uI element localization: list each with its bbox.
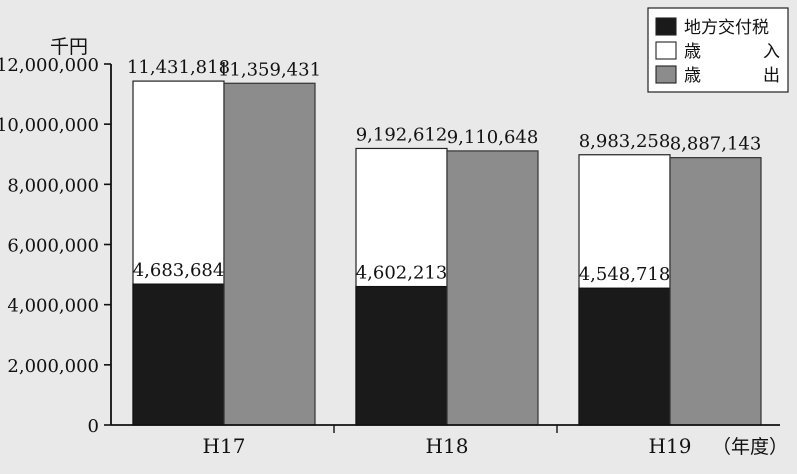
bar-local-allocation-tax: [355, 285, 448, 426]
value-label-expenditure: 11,359,431: [218, 59, 321, 80]
value-label-revenue: 9,192,612: [356, 124, 448, 145]
y-tick-label: 10,000,000: [0, 115, 99, 136]
value-label-backdrop: [137, 258, 220, 282]
y-unit-label: 千円: [50, 36, 88, 58]
x-category-label: H19: [649, 434, 692, 458]
bar-local-allocation-tax: [132, 283, 225, 426]
bar-local-allocation-tax: [578, 287, 671, 426]
value-label-local-allocation-tax: 4,683,684: [133, 260, 225, 281]
y-tick-label: 4,000,000: [7, 296, 99, 317]
value-label-expenditure: 9,110,648: [447, 127, 539, 148]
legend-label: 歳: [684, 66, 701, 86]
value-label-backdrop: [583, 262, 666, 286]
bar-expenditure: [446, 150, 539, 426]
legend-swatch: [655, 65, 677, 84]
y-tick-label: 12,000,000: [0, 55, 99, 76]
x-axis-suffix: （年度）: [712, 436, 788, 458]
legend-label: 入: [763, 42, 780, 62]
bar-expenditure: [223, 82, 316, 426]
legend-label: 地方交付税: [684, 18, 769, 38]
x-category-label: H18: [426, 434, 469, 458]
y-tick-label: 8,000,000: [7, 175, 99, 196]
value-label-backdrop: [360, 260, 443, 284]
y-tick-label: 0: [88, 416, 99, 437]
value-label-local-allocation-tax: 4,602,213: [356, 263, 448, 284]
legend-label: 歳: [684, 42, 701, 62]
y-tick-label: 6,000,000: [7, 236, 99, 257]
legend-swatch: [655, 41, 677, 60]
legend-label: 出: [763, 66, 780, 86]
value-label-local-allocation-tax: 4,548,718: [579, 264, 671, 285]
value-label-revenue: 11,431,818: [127, 57, 230, 78]
legend-swatch: [655, 17, 677, 36]
y-tick-label: 2,000,000: [7, 356, 99, 377]
bar-expenditure: [669, 157, 762, 426]
x-category-label: H17: [203, 434, 246, 458]
value-label-expenditure: 8,887,143: [670, 134, 762, 155]
value-label-revenue: 8,983,258: [579, 131, 671, 152]
